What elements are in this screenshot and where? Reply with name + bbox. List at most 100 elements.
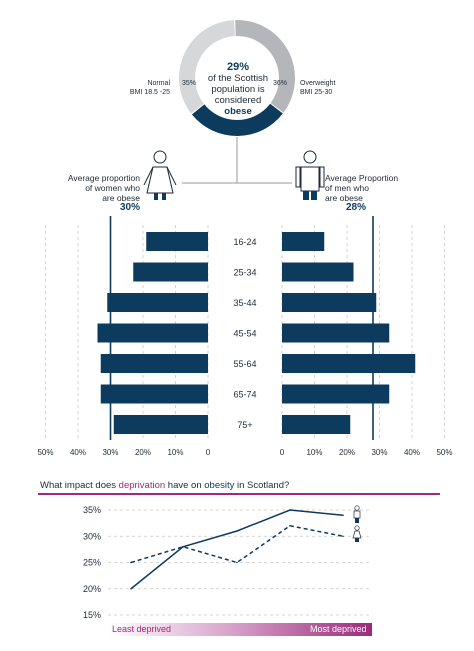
pyramid-tick-right-3: 30% xyxy=(371,448,387,457)
men-avg: 28% xyxy=(345,202,366,213)
line-series-men xyxy=(130,509,344,590)
title-deprivation: deprivation xyxy=(118,480,166,491)
pyramid-tick-right-4: 40% xyxy=(404,448,420,457)
line-point-women-4 xyxy=(342,535,344,538)
man-line-icon-body xyxy=(353,510,361,519)
age-label-55-64: 55-64 xyxy=(233,359,256,369)
age-label-25-34: 25-34 xyxy=(233,268,256,278)
line-ytick-35: 35% xyxy=(83,505,101,515)
pyramid-tick-left-5: 0 xyxy=(206,448,211,457)
women-bar-45-54 xyxy=(97,323,208,343)
line-point-women-3 xyxy=(289,524,291,527)
pyramid-tick-left-3: 20% xyxy=(135,448,151,457)
age-label-45-54: 45-54 xyxy=(233,329,256,339)
woman-icon-leg-left xyxy=(154,193,158,200)
donut-center-line-2: population is xyxy=(211,84,265,95)
women-avg: 30% xyxy=(119,202,140,213)
man-line-icon xyxy=(353,505,361,523)
donut-center-text: 29% of the Scottish population is consid… xyxy=(190,61,286,118)
women-bar-55-64 xyxy=(100,354,208,373)
pyramid-tick-right-5: 50% xyxy=(436,448,452,457)
woman-line-icon-dress xyxy=(352,530,362,539)
line-point-women-1 xyxy=(182,545,184,548)
men-bar-55-64 xyxy=(282,354,416,373)
man-icon-torso xyxy=(300,166,320,192)
normal-pct: 35% xyxy=(182,80,197,87)
title-underline xyxy=(38,493,440,495)
age-label-35-44: 35-44 xyxy=(233,298,256,308)
least-deprived-label: Least deprived xyxy=(112,624,172,634)
women-bar-75+ xyxy=(113,415,208,434)
men-label-line-2: of men who xyxy=(325,183,369,193)
men-bar-16-24 xyxy=(282,232,325,251)
women-label-line-3: are obese xyxy=(102,193,140,203)
men-label: Average Proportion of men who are obese … xyxy=(325,173,425,213)
most-deprived-label: Most deprived xyxy=(310,624,367,634)
woman-icon-arm-right xyxy=(166,166,177,186)
women-label-line-1: Average proportion xyxy=(67,173,140,183)
women-bar-25-34 xyxy=(133,262,208,282)
line-point-men-2 xyxy=(236,530,238,532)
line-ytick-30: 30% xyxy=(83,531,101,541)
line-point-men-4 xyxy=(342,514,344,517)
age-obesity-pyramid: 16-24 25-34 35-44 45-54 55-64 65-74 75+ 50% 40% 3… xyxy=(37,216,453,457)
normal-segment xyxy=(179,20,235,114)
donut-center-emph: obese xyxy=(224,106,252,117)
overweight-label: Overweight xyxy=(300,80,336,87)
line-point-women-0 xyxy=(130,561,132,564)
women-bar-65-74 xyxy=(100,384,208,404)
pyramid-tick-right-2: 20% xyxy=(339,448,355,457)
obese-segment xyxy=(191,103,283,136)
woman-line-icon xyxy=(352,525,362,542)
deprivation-chart-title: What impact does deprivation have on obe… xyxy=(40,480,470,491)
age-label-16-24: 16-24 xyxy=(233,237,256,247)
line-point-men-0 xyxy=(130,587,132,590)
line-ytick-15: 15% xyxy=(83,610,101,620)
overweight-legend: Overweight BMI 25-30 xyxy=(300,79,370,97)
man-icon-head xyxy=(303,150,317,164)
women-bar-16-24 xyxy=(146,232,208,251)
donut-center-pct: 29% xyxy=(226,61,250,73)
overweight-sublabel: BMI 25-30 xyxy=(300,89,333,96)
pyramid-tick-left-2: 30% xyxy=(102,448,118,457)
man-icon-arm-left xyxy=(295,166,301,188)
women-label-line-2: of women who xyxy=(85,183,140,193)
deprivation-gradient-axis xyxy=(108,623,372,636)
donut-center-line-1: of the Scottish xyxy=(207,73,269,84)
line-ytick-25: 25% xyxy=(83,558,101,568)
man-line-icon-head xyxy=(354,505,360,511)
line-ytick-20: 20% xyxy=(83,584,101,594)
man-icon-arm-right xyxy=(319,166,325,188)
donut-center-line-3: considered xyxy=(214,95,262,106)
normal-label: Normal xyxy=(147,80,170,87)
overweight-segment xyxy=(235,20,295,113)
pyramid-tick-left-1: 40% xyxy=(70,448,86,457)
men-bar-35-44 xyxy=(282,293,377,312)
women-label: Average proportion of women who are obes… xyxy=(40,173,140,213)
man-icon xyxy=(295,150,325,200)
normal-sublabel: BMI 18.5 -25 xyxy=(129,89,170,96)
line-point-men-3 xyxy=(289,509,291,511)
age-label-65-74: 65-74 xyxy=(233,390,256,400)
woman-line-icon-legs xyxy=(355,538,359,542)
men-bar-65-74 xyxy=(282,384,390,404)
woman-icon xyxy=(143,150,177,200)
title-part-3: have on xyxy=(165,480,205,491)
overweight-pct: 36% xyxy=(273,80,288,87)
woman-icon-arm-left xyxy=(143,166,154,186)
men-bar-45-54 xyxy=(282,323,390,343)
man-line-icon-legs xyxy=(355,518,359,523)
title-obesity: obesity xyxy=(204,480,235,491)
obesity-donut-chart xyxy=(143,20,325,200)
line-series-women xyxy=(130,524,344,564)
woman-icon-dress xyxy=(146,166,174,194)
woman-icon-head xyxy=(153,150,167,164)
man-icon-leg-left xyxy=(303,191,309,200)
men-bar-25-34 xyxy=(282,262,354,282)
man-icon-leg-right xyxy=(311,191,317,200)
line-point-women-2 xyxy=(236,561,238,564)
woman-icon-leg-right xyxy=(162,193,166,200)
pyramid-tick-left-4: 10% xyxy=(167,448,183,457)
title-part-1: What impact does xyxy=(40,480,119,491)
